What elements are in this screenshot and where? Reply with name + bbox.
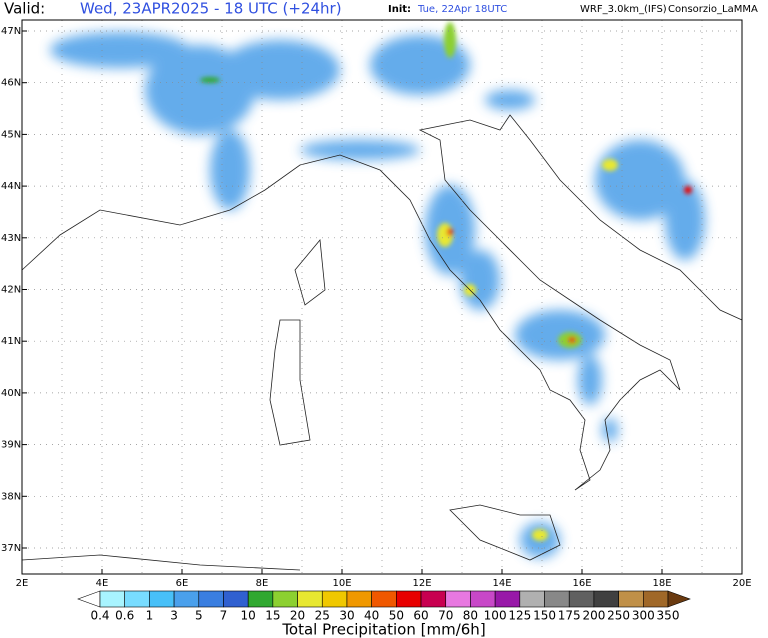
colorbar-label: 150 xyxy=(533,609,556,623)
lat-label: 46N xyxy=(1,78,21,89)
colorbar-label: 0.6 xyxy=(115,609,134,623)
colorbar: 0.4 0.6 1 3 5 7 10 15 20 25 30 40 50 60 70 80 100 125 150 1… xyxy=(77,590,691,623)
colorbar-label: 10 xyxy=(241,609,256,623)
colorbar-swatch xyxy=(494,590,521,608)
colorbar-swatch xyxy=(396,590,422,608)
colorbar-label: 0.4 xyxy=(90,609,109,623)
lon-label: 10E xyxy=(332,578,351,589)
lat-label: 45N xyxy=(1,129,21,140)
colorbar-label: 5 xyxy=(195,609,203,623)
colorbar-label: 40 xyxy=(364,609,379,623)
init-label: Init: xyxy=(388,4,411,15)
colorbar-swatch xyxy=(297,590,323,608)
colorbar-swatch xyxy=(544,590,570,608)
colorbar-swatch xyxy=(420,590,447,608)
source-name: Consorzio_LaMMA xyxy=(668,4,758,15)
lat-label: 42N xyxy=(1,285,21,296)
colorbar-label: 25 xyxy=(315,609,330,623)
colorbar-label: 100 xyxy=(484,609,507,623)
colorbar-label: 1 xyxy=(146,609,154,623)
lon-label: 14E xyxy=(492,578,511,589)
colorbar-label: 20 xyxy=(290,609,305,623)
colorbar-label: 250 xyxy=(607,609,630,623)
colorbar-swatch xyxy=(470,590,496,608)
colorbar-label: 175 xyxy=(558,609,581,623)
lat-label: 37N xyxy=(1,543,21,554)
colorbar-swatch xyxy=(99,590,125,608)
lon-label: 2E xyxy=(16,578,29,589)
colorbar-label: 300 xyxy=(632,609,655,623)
colorbar-label: 70 xyxy=(438,609,453,623)
colorbar-swatch xyxy=(445,590,471,608)
lon-label: 4E xyxy=(96,578,109,589)
valid-label: Valid: xyxy=(4,0,45,18)
lat-label: 39N xyxy=(1,440,21,451)
colorbar-swatch xyxy=(198,590,224,608)
lat-label: 40N xyxy=(1,388,21,399)
colorbar-swatch xyxy=(247,590,274,608)
colorbar-swatch xyxy=(124,590,150,608)
colorbar-title: Total Precipitation [mm/6h] xyxy=(281,621,485,638)
colorbar-swatch xyxy=(618,590,644,608)
colorbar-label: 350 xyxy=(657,609,680,623)
lon-label: 18E xyxy=(652,578,671,589)
map-frame xyxy=(21,19,743,575)
colorbar-label: 15 xyxy=(265,609,280,623)
model-name: WRF_3.0km_(IFS) xyxy=(580,4,667,15)
colorbar-swatch xyxy=(643,590,669,608)
colorbar-label: 3 xyxy=(170,609,178,623)
colorbar-label: 200 xyxy=(582,609,605,623)
coastlines xyxy=(21,114,743,571)
lat-label: 41N xyxy=(1,336,21,347)
colorbar-label: 60 xyxy=(413,609,428,623)
colorbar-swatch xyxy=(519,590,545,608)
colorbar-swatch xyxy=(77,590,101,608)
colorbar-label: 30 xyxy=(339,609,354,623)
lon-label: 8E xyxy=(256,578,269,589)
lon-label: 16E xyxy=(572,578,591,589)
colorbar-swatch xyxy=(568,590,595,608)
colorbar-swatch xyxy=(346,590,372,608)
map: 47N 46N 45N 44N 43N 42N 41N 40N 39N 38N 37N 2E 4E 6E 8… xyxy=(1,19,752,589)
lon-label: 20E xyxy=(732,578,751,589)
colorbar-label: 125 xyxy=(508,609,531,623)
lat-label: 47N xyxy=(1,26,21,37)
colorbar-label: 80 xyxy=(463,609,478,623)
colorbar-swatch xyxy=(272,590,298,608)
colorbar-swatch xyxy=(667,590,691,608)
graticule xyxy=(22,20,742,574)
lat-label: 44N xyxy=(1,181,21,192)
lon-label: 6E xyxy=(176,578,189,589)
valid-time: Wed, 23APR2025 - 18 UTC (+24hr) xyxy=(80,0,342,18)
colorbar-swatch xyxy=(321,590,348,608)
colorbar-swatch xyxy=(371,590,397,608)
colorbar-swatch xyxy=(593,590,619,608)
colorbar-swatch xyxy=(149,590,175,608)
colorbar-swatch xyxy=(223,590,249,608)
lat-label: 38N xyxy=(1,491,21,502)
lon-label: 12E xyxy=(412,578,431,589)
colorbar-label: 50 xyxy=(389,609,404,623)
precipitation xyxy=(50,22,705,558)
colorbar-swatch xyxy=(173,590,200,608)
init-time: Tue, 22Apr 18UTC xyxy=(417,4,507,15)
lat-label: 43N xyxy=(1,233,21,244)
colorbar-label: 7 xyxy=(220,609,228,623)
